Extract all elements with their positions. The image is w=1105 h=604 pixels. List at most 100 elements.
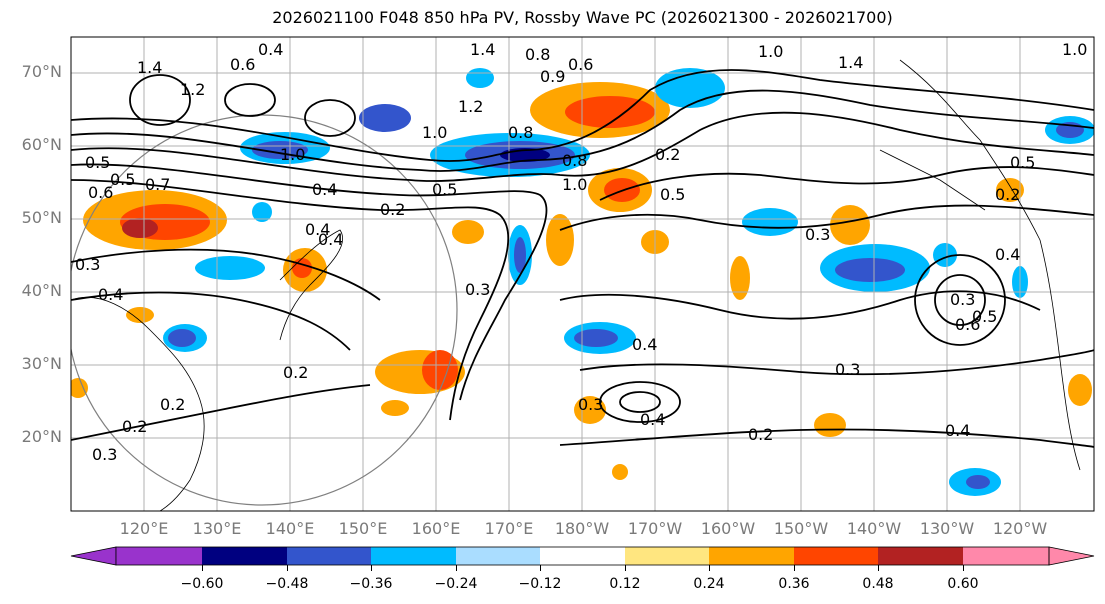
contour-label: 0.5 [432,180,457,199]
contour-label: 0.4 [995,245,1020,264]
asia-coastline [71,296,205,511]
contour-label: 0.4 [258,40,283,59]
lon-label-150w: 150°W [773,519,829,538]
lat-label-30n: 30°N [21,354,62,373]
contour-label: 0.6 [955,315,980,334]
positive-anomaly-blob [1068,374,1092,406]
colorbar-segment [878,547,963,565]
negative-anomaly-blob [966,475,990,489]
positive-anomaly-blob [381,400,409,416]
colorbar-segment [794,547,878,565]
contour-label: 0.5 [110,170,135,189]
contour-label: 0.2 [380,200,405,219]
alaska-coastline [879,149,986,211]
pv-contour-ring [304,99,356,137]
lon-label-180w: 180°W [554,519,610,538]
negative-anomaly-blob [742,208,798,236]
negative-anomaly-blob [835,258,905,282]
colorbar-segment [456,547,540,565]
contour-label: 0.4 [640,410,665,429]
pv-contour-line [71,111,1094,182]
colorbar-tick [371,565,372,571]
colorbar-tick [794,565,795,571]
contour-label: 1.0 [1062,40,1087,59]
positive-anomaly-blob [122,218,158,238]
colorbar-tick [540,565,541,571]
pv-contour-line [71,248,381,301]
pv-contour-line [559,204,1094,231]
colorbar-label: −0.60 [180,576,224,592]
lon-label-170e: 170°E [484,519,534,538]
colorbar [70,546,1095,566]
pv-contour-ring [934,274,986,326]
colorbar-label: −0.48 [265,576,309,592]
colorbar-label: 0.12 [609,576,641,592]
negative-anomaly-blob [574,329,618,347]
contour-label: 0.4 [312,180,337,199]
contour-label: 1.2 [180,80,205,99]
colorbar-segment [625,547,709,565]
pv-contour-line [599,166,1094,201]
contour-label: 0.8 [508,123,533,142]
contour-label: 0.4 [318,230,343,249]
pv-contour-line [71,89,1094,172]
lat-label-70n: 70°N [21,62,62,81]
lon-label-120w: 120°W [992,519,1048,538]
contour-label: 0.3 [578,395,603,414]
positive-anomaly-blob [565,96,655,128]
contour-label: 0.2 [995,185,1020,204]
lon-label-140e: 140°E [265,519,315,538]
contour-label: 0.2 [160,395,185,414]
contour-label: 0.3 [805,225,830,244]
positive-anomaly-blob [830,205,870,245]
contour-label: 0.6 [568,55,593,74]
japan-coastline [279,229,343,341]
positive-anomaly-blob [292,258,312,278]
pv-contour-ring [224,83,276,117]
america-coastline [899,59,1081,471]
contour-label: 0.3 [950,290,975,309]
positive-anomaly-blob [546,214,574,266]
contour-label: 0.4 [98,285,123,304]
colorbar-segment [116,547,202,565]
positive-anomaly-blob [452,220,484,244]
colorbar-frame [115,546,1050,566]
lon-label-130e: 130°E [192,519,242,538]
colorbar-segment [709,547,794,565]
colorbar-segment [963,547,1049,565]
colorbar-tick [963,565,964,571]
colorbar-label: −0.36 [349,576,393,592]
lon-label-120e: 120°E [119,519,169,538]
negative-anomaly-blob [466,68,494,88]
lat-label-50n: 50°N [21,208,62,227]
contour-label: 0.8 [525,45,550,64]
colorbar-tick [709,565,710,571]
contour-label: 0.3 [835,360,860,379]
contour-label: 0.8 [562,151,587,170]
positive-anomaly-blob [422,350,458,390]
pv-contour-line [559,428,1094,448]
colorbar-segment [287,547,371,565]
pv-contour-ring [129,74,191,126]
colorbar-extend-right [1048,546,1095,566]
map-frame [70,36,1095,512]
contour-label: 0.2 [748,425,773,444]
colorbar-tick [878,565,879,571]
contour-label: 0.2 [122,417,147,436]
colorbar-label: 0.60 [947,576,979,592]
contour-label: 1.0 [422,123,447,142]
contour-label: 0.4 [305,220,330,239]
lon-label-140w: 140°W [846,519,902,538]
contour-label: 1.0 [562,175,587,194]
lon-label-170w: 170°W [627,519,683,538]
contour-label: 0.7 [145,175,170,194]
contour-label: 0.2 [655,145,680,164]
negative-anomaly-blob [195,256,265,280]
contour-label: 1.0 [280,145,305,164]
positive-anomaly-blob [996,178,1024,202]
contour-labels: 1.4 0.4 0.6 1.2 1.4 0.8 0.9 0.6 1.0 1.4 … [75,40,1087,464]
contour-label: 0.9 [540,67,565,86]
pv-contour-line [559,290,1041,320]
colorbar-tick [202,565,203,571]
